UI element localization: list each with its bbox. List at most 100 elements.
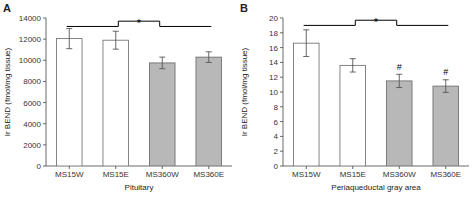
error-cap: [443, 92, 449, 93]
y-tick-label: 10: [269, 88, 278, 97]
bar: [56, 39, 82, 166]
y-tick: [280, 77, 283, 78]
error-cap: [113, 49, 119, 50]
error-cap: [66, 48, 72, 49]
x-tick-label: MS360W: [146, 170, 179, 179]
y-tick: [280, 166, 283, 167]
error-cap: [159, 57, 165, 58]
error-line: [306, 30, 307, 57]
error-cap: [396, 87, 402, 88]
error-line: [352, 59, 353, 72]
bracket-line: [160, 26, 212, 27]
y-tick: [43, 60, 46, 61]
error-cap: [206, 62, 212, 63]
y-tick-label: 20: [269, 14, 278, 23]
x-tick-label: MS360E: [193, 170, 224, 179]
y-axis: [46, 18, 47, 166]
x-tick-label: MS15E: [103, 170, 129, 179]
error-cap: [350, 58, 356, 59]
x-label: Periaqueductal gray area: [331, 183, 421, 192]
x-tick-label: MS15W: [55, 170, 84, 179]
x-tick-label: MS15W: [292, 170, 321, 179]
y-tick-label: 16: [269, 44, 278, 53]
significance-star: *: [137, 17, 142, 29]
y-tick: [43, 144, 46, 145]
y-tick: [280, 106, 283, 107]
marks: [56, 29, 221, 166]
y-tick: [280, 47, 283, 48]
y-axis: [283, 18, 284, 166]
error-bar: [113, 31, 119, 49]
x-label: Pituitary: [125, 183, 154, 192]
y-tick-label: 2: [274, 147, 279, 156]
error-line: [162, 57, 163, 69]
error-bar: [350, 59, 356, 72]
x-tick: [399, 166, 400, 169]
bracket-line: [397, 25, 449, 26]
x-tick-label: MS360E: [430, 170, 461, 179]
y-tick-label: 12: [269, 73, 278, 82]
bracket-line: [67, 26, 119, 27]
y-tick-label: 4: [274, 132, 279, 141]
x-tick-label: MS360W: [383, 170, 416, 179]
y-tick: [280, 18, 283, 19]
bracket-line: [355, 20, 356, 25]
error-cap: [159, 68, 165, 69]
error-line: [445, 80, 446, 93]
x-tick: [162, 166, 163, 169]
x-tick: [352, 166, 353, 169]
x-tick: [306, 166, 307, 169]
y-tick: [280, 62, 283, 63]
y-tick-label: 8000: [23, 77, 41, 86]
error-bar: [206, 52, 212, 63]
y-tick-label: 0: [37, 162, 42, 171]
y-tick: [280, 151, 283, 152]
y-tick: [280, 92, 283, 93]
error-bar: [66, 29, 72, 49]
y-tick-label: 4000: [23, 120, 41, 129]
bar: [293, 43, 319, 166]
y-label: Ir BEND (fmol/mg tissue): [3, 47, 12, 136]
error-bar: [303, 30, 309, 57]
y-tick-label: 18: [269, 29, 278, 38]
annotation: #: [443, 67, 448, 77]
error-cap: [350, 72, 356, 73]
y-tick-label: 14000: [19, 14, 42, 23]
y-tick-label: 6000: [23, 99, 41, 108]
error-cap: [396, 74, 402, 75]
y-tick: [43, 18, 46, 19]
bar: [433, 86, 459, 166]
marks: [293, 30, 458, 166]
y-tick: [280, 136, 283, 137]
x-tick: [69, 166, 70, 169]
error-line: [399, 74, 400, 87]
bar: [340, 65, 366, 166]
error-cap: [303, 29, 309, 30]
y-tick: [43, 102, 46, 103]
x-tick: [208, 166, 209, 169]
bracket-line: [118, 21, 119, 26]
error-cap: [113, 31, 119, 32]
panel-label: A: [3, 2, 11, 14]
y-tick-label: 6: [274, 118, 279, 127]
bar: [149, 63, 175, 166]
y-tick: [43, 81, 46, 82]
y-tick-label: 12000: [19, 35, 42, 44]
x-tick: [115, 166, 116, 169]
bracket-line: [396, 20, 397, 25]
error-cap: [206, 51, 212, 52]
y-tick: [43, 123, 46, 124]
panel: B02468101214161820MS15WMS15EMS360WMS360E…: [240, 2, 469, 192]
y-tick: [43, 39, 46, 40]
x-tick-label: MS15E: [340, 170, 366, 179]
y-tick-label: 2000: [23, 141, 41, 150]
x-tick: [445, 166, 446, 169]
y-label: Ir BEND (fmol/mg tissue): [240, 47, 249, 136]
error-bar: [396, 74, 402, 87]
error-cap: [66, 28, 72, 29]
error-bar: [159, 57, 165, 69]
y-tick-label: 14: [269, 58, 278, 67]
y-tick-label: 0: [274, 162, 279, 171]
panel: A02000400060008000100001200014000MS15WMS…: [3, 2, 232, 192]
figure: A02000400060008000100001200014000MS15WMS…: [0, 0, 474, 198]
